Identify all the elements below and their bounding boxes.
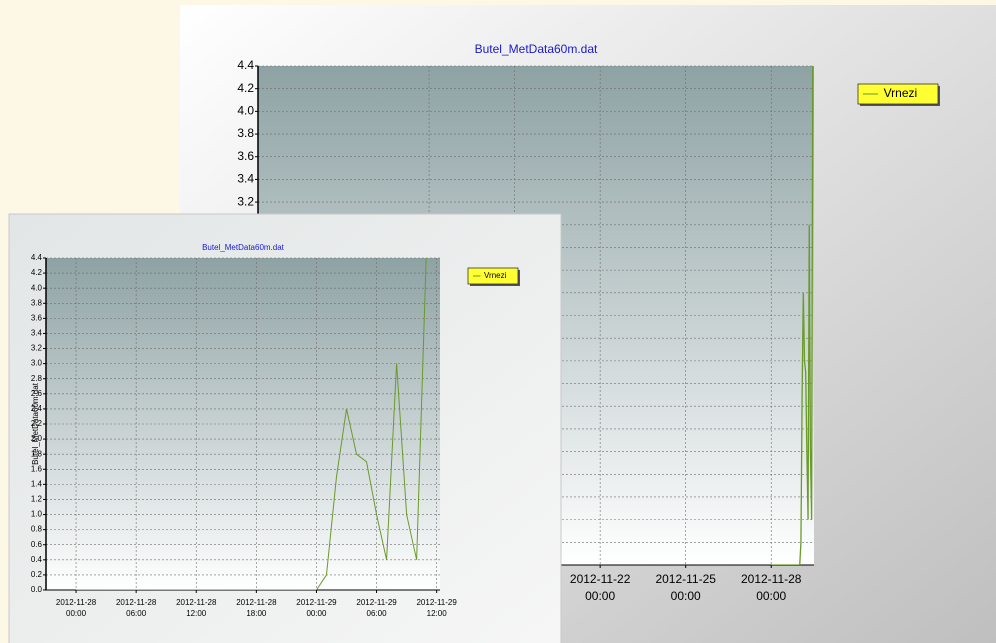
x-tick-label: 2012-11-25 00:00 — [655, 572, 716, 603]
x-tick-label: 2012-11-28 06:00 — [116, 598, 157, 618]
y-tick-label: 4.4 — [237, 58, 254, 72]
y-tick-label: 0.2 — [31, 570, 43, 579]
y-tick-label: 4.2 — [237, 81, 254, 95]
y-tick-label: 2.0 — [31, 434, 43, 443]
y-tick-label: 4.0 — [237, 104, 254, 118]
legend-box — [857, 83, 939, 105]
legend-label: Vrnezi — [884, 86, 918, 100]
y-tick-label: 3.0 — [31, 359, 43, 368]
y-tick-label: 1.2 — [31, 495, 43, 504]
x-tick-label: 2012-11-29 00:00 — [296, 598, 337, 618]
y-tick-label: 0.4 — [31, 555, 43, 564]
legend-box — [467, 267, 519, 285]
y-tick-label: 1.0 — [31, 510, 43, 519]
x-tick-label: 2012-11-28 12:00 — [176, 598, 217, 618]
x-tick-label: 2012-11-28 18:00 — [236, 598, 277, 618]
y-tick-label: 2.8 — [31, 374, 43, 383]
series-line — [76, 258, 427, 590]
y-tick-label: 3.4 — [31, 329, 43, 338]
x-tick-label: 2012-11-22 00:00 — [570, 572, 631, 603]
y-tick-label: 3.8 — [237, 126, 254, 140]
y-tick-label: 3.6 — [31, 313, 43, 322]
x-tick-label: 2012-11-29 12:00 — [416, 598, 457, 618]
front-window: Butel_MetData60m.dat 0.0 0.2 0.4 0.6 0.8 1.0 1.… — [8, 213, 562, 643]
y-tick-label: 0.0 — [31, 585, 43, 594]
series-line — [771, 66, 814, 565]
y-tick-label: 0.8 — [31, 525, 43, 534]
chart-title: Butel_MetData60m.dat — [475, 42, 598, 56]
y-tick-label: 4.2 — [31, 268, 43, 277]
x-tick-label: 2012-11-28 00:00 — [56, 598, 97, 618]
x-tick-label: 2012-11-29 06:00 — [356, 598, 397, 618]
legend-label: Vrnezi — [484, 271, 507, 280]
y-tick-label: 3.2 — [31, 344, 43, 353]
y-tick-label: 2.4 — [31, 404, 43, 413]
y-tick-label: 3.8 — [31, 298, 43, 307]
y-tick-label: 2.6 — [31, 389, 43, 398]
y-tick-label: 0.6 — [31, 540, 43, 549]
y-tick-label: 4.4 — [31, 253, 43, 262]
y-tick-label: 3.4 — [237, 172, 254, 186]
y-tick-label: 4.0 — [31, 283, 43, 292]
y-axis-label: Butel_MetData60m.dat — [31, 382, 40, 465]
y-tick-label: 2.2 — [31, 419, 43, 428]
y-tick-label: 3.6 — [237, 149, 254, 163]
y-tick-label: 1.4 — [31, 479, 43, 488]
chart-title: Butel_MetData60m.dat — [202, 243, 285, 252]
y-tick-label: 1.8 — [31, 449, 43, 458]
y-tick-label: 3.2 — [237, 194, 254, 208]
y-tick-label: 1.6 — [31, 464, 43, 473]
x-tick-label: 2012-11-28 00:00 — [741, 572, 802, 603]
